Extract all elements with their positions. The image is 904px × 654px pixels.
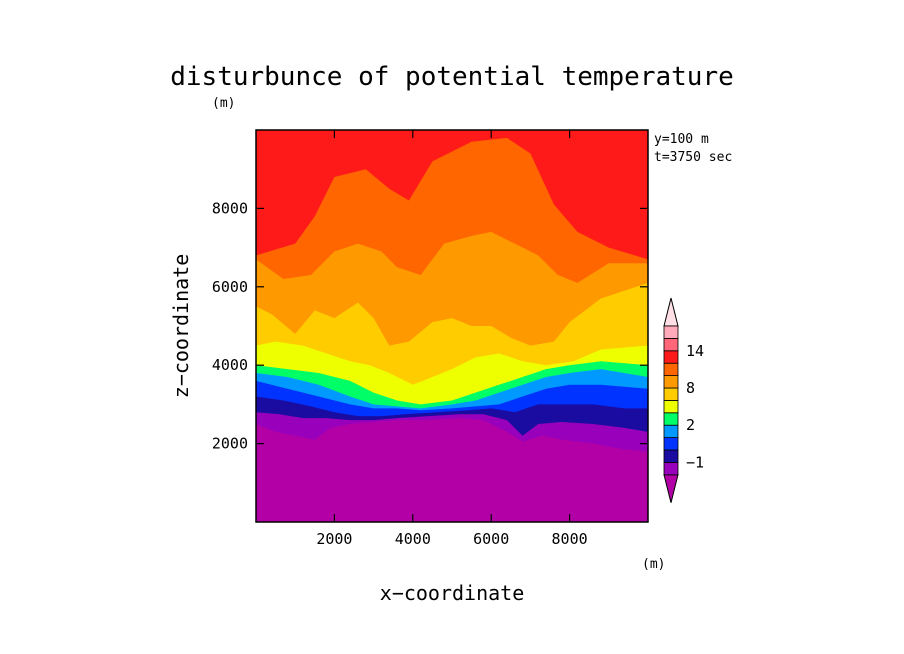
colorbar-segment (663, 350, 679, 364)
colorbar-segment (663, 337, 679, 352)
colorbar-segment (663, 325, 679, 339)
colorbar-label: 14 (686, 342, 704, 360)
colorbar-label: 2 (686, 416, 695, 434)
colorbar-segment (663, 449, 679, 463)
annotation-t: t=3750 sec (654, 150, 732, 165)
plot-frame (255, 129, 649, 523)
colorbar-segment (663, 461, 679, 476)
y-axis-label: z−coordinate (169, 254, 193, 399)
colorbar: −1 2 8 14 (663, 297, 704, 503)
y-tick-label: 2000 (212, 435, 248, 453)
colorbar-label: −1 (686, 453, 704, 471)
colorbar-segment (663, 387, 679, 401)
colorbar-segment (663, 437, 679, 451)
colorbar-segment (663, 362, 679, 377)
colorbar-segment (663, 375, 679, 389)
contour-band-10 (256, 418, 648, 522)
annotation-y: y=100 m (654, 132, 709, 147)
y-axis-ticks: 2000 4000 6000 8000 (212, 199, 648, 453)
colorbar-segment (663, 399, 679, 414)
x-tick-label: 8000 (552, 530, 588, 548)
colorbar-segment (663, 424, 679, 439)
y-tick-label: 8000 (212, 199, 248, 217)
plot-area (255, 129, 649, 523)
colorbar-segment (663, 412, 679, 426)
x-axis-label: x−coordinate (380, 581, 525, 605)
y-unit-label: (m) (212, 96, 235, 111)
colorbar-under-arrow (663, 474, 679, 503)
y-tick-label: 6000 (212, 278, 248, 296)
x-tick-label: 4000 (395, 530, 431, 548)
contour-bands (256, 130, 648, 522)
colorbar-over-arrow (663, 297, 679, 327)
x-tick-label: 2000 (316, 530, 352, 548)
chart-title: disturbunce of potential temperature (170, 62, 734, 92)
colorbar-label: 8 (686, 379, 695, 397)
x-tick-label: 6000 (473, 530, 509, 548)
colorbar-unit-label: (m) (642, 557, 665, 572)
x-axis-ticks: 2000 4000 6000 8000 (316, 130, 588, 548)
y-tick-label: 4000 (212, 356, 248, 374)
